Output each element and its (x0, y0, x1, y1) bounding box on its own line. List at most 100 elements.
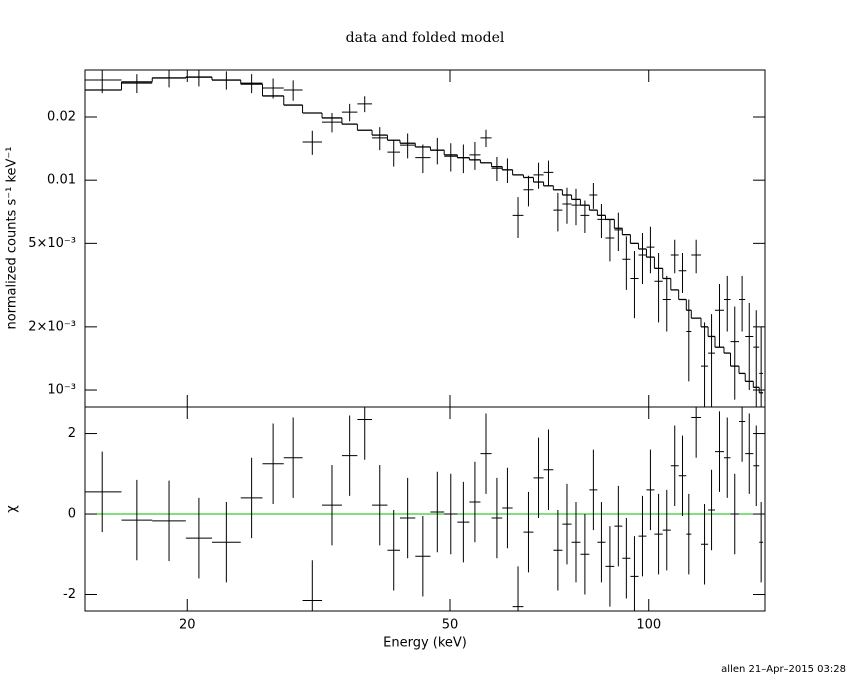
data-point (622, 236, 631, 290)
data-point (211, 501, 241, 583)
data-point (708, 314, 716, 407)
data-point (662, 275, 671, 332)
data-point (262, 78, 284, 99)
data-point (730, 306, 740, 400)
plot-area (85, 407, 765, 611)
data-point (753, 425, 760, 506)
data-point (571, 501, 581, 583)
data-point (480, 413, 492, 494)
y-tick-label: 0 (68, 507, 76, 522)
data-point (533, 437, 544, 519)
data-point (753, 310, 760, 407)
data-point (444, 473, 458, 555)
data-point (283, 417, 303, 498)
data-point (745, 302, 754, 391)
data-point (512, 566, 524, 611)
data-point (85, 70, 122, 94)
data-point (678, 252, 687, 293)
data-point (491, 477, 503, 559)
data-point (686, 493, 692, 575)
data-point (512, 197, 524, 239)
data-point (415, 516, 431, 597)
y-tick-label: 10⁻³ (47, 383, 76, 398)
data-point (654, 252, 663, 323)
data-point (502, 158, 513, 183)
data-point (745, 413, 754, 494)
x-axis-label: Energy (keV) (383, 636, 467, 651)
data-point (152, 480, 186, 562)
data-point (638, 233, 647, 285)
data-point (491, 156, 503, 182)
data-point (211, 71, 241, 90)
data-point (739, 407, 746, 462)
data-point (430, 137, 445, 165)
data-point (185, 70, 212, 87)
data-point (543, 429, 554, 511)
panel-frame (84, 406, 766, 612)
data-point (322, 464, 342, 546)
y-axis-label: normalized counts s⁻¹ keV⁻¹ (5, 147, 20, 330)
y-tick-label: 0.01 (47, 173, 76, 188)
data-point (723, 417, 731, 498)
data-point (759, 326, 764, 407)
x-tick-label: 100 (636, 618, 661, 633)
data-point (730, 473, 740, 555)
data-point (723, 275, 731, 332)
data-point (302, 130, 323, 155)
data-point (580, 200, 590, 234)
data-point (630, 250, 639, 319)
data-point (469, 142, 481, 170)
data-point (614, 485, 623, 567)
data-point (322, 112, 342, 133)
data-point (372, 464, 388, 546)
footer: allen 21–Apr–2015 03:28 (721, 664, 846, 675)
data-point (457, 144, 470, 174)
data-point (372, 127, 388, 151)
y-tick-label: 2 (68, 426, 76, 441)
data-point (580, 514, 590, 595)
data-point (701, 503, 709, 585)
data-point (605, 219, 615, 262)
data-point (185, 497, 212, 579)
data-point (562, 483, 572, 565)
data-point (553, 510, 563, 591)
data-point (691, 407, 702, 458)
data-point (646, 449, 655, 531)
data-point (341, 103, 358, 122)
x-tick-label: 50 (442, 618, 459, 633)
data-point (283, 80, 303, 101)
data-point (553, 192, 563, 232)
data-point (597, 501, 606, 583)
y-axis-label: χ (5, 505, 20, 513)
data-point (444, 143, 458, 172)
data-point (622, 518, 631, 599)
data-point (646, 226, 655, 274)
data-point (533, 162, 544, 189)
data-point (121, 74, 153, 94)
data-point (523, 491, 534, 573)
data-point (341, 415, 358, 496)
data-point (430, 471, 445, 553)
y-tick-label: 0.02 (47, 110, 76, 125)
data-point (670, 425, 679, 506)
data-point (630, 536, 639, 611)
data-point (691, 239, 702, 274)
data-point (759, 501, 764, 583)
data-point (562, 187, 572, 224)
data-point (415, 144, 431, 174)
data-point (715, 411, 724, 492)
data-point (597, 203, 606, 239)
data-point (357, 407, 373, 460)
data-point (589, 449, 598, 531)
data-point (400, 133, 416, 159)
data-point (457, 481, 470, 563)
data-point (662, 489, 671, 571)
data-point (387, 510, 401, 591)
data-point (240, 457, 263, 539)
data-point (686, 299, 692, 382)
data-point (739, 275, 746, 332)
plot-area (85, 70, 764, 407)
data-point (152, 70, 186, 88)
data-point (400, 477, 416, 559)
data-point (638, 495, 647, 577)
